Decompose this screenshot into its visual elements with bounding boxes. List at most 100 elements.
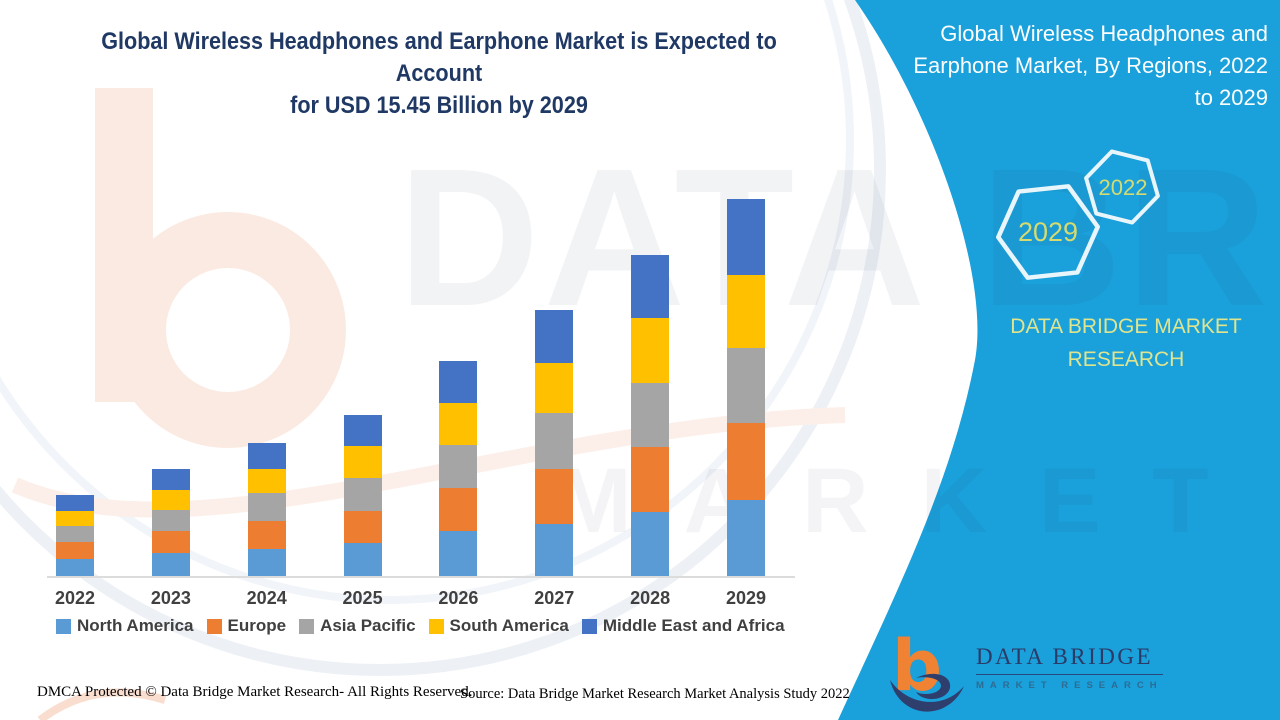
legend-swatch-asia-pacific [299, 618, 315, 634]
x-axis-label-2022: 2022 [54, 588, 96, 608]
segment-south-america-2027 [535, 363, 574, 414]
segment-asia-pacific-2024 [247, 492, 286, 522]
segment-north-america-2029 [726, 500, 765, 576]
segment-middle-east-and-africa-2022 [56, 494, 94, 511]
watermark-b-bowl-icon [110, 212, 346, 448]
segment-north-america-2027 [535, 524, 574, 576]
segment-south-america-2022 [56, 510, 94, 527]
bar-2028 [631, 255, 670, 576]
chart-title: Global Wireless Headphones and Earphone … [60, 26, 818, 122]
side-panel-title: Global Wireless Headphones and Earphone … [838, 18, 1268, 114]
logo-swoosh-icon [890, 680, 964, 712]
segment-south-america-2028 [631, 318, 670, 383]
segment-north-america-2022 [56, 559, 94, 576]
bar-2026 [439, 361, 478, 576]
hexagon-2029-icon [996, 184, 1100, 280]
brand-name-line2: RESEARCH [1067, 348, 1185, 371]
legend-item-asia-pacific: Asia Pacific [299, 616, 416, 636]
segment-europe-2023 [151, 531, 190, 554]
segment-asia-pacific-2023 [151, 510, 190, 532]
x-axis-line [47, 576, 795, 578]
legend-item-middle-east-and-africa: Middle East and Africa [581, 616, 785, 636]
bar-2025 [343, 414, 382, 576]
x-axis-label-2023: 2023 [150, 588, 191, 608]
x-axis-label-2024: 2024 [246, 588, 287, 608]
legend-label-middle-east-and-africa: Middle East and Africa [602, 616, 785, 635]
segment-asia-pacific-2027 [535, 413, 574, 470]
segment-europe-2027 [535, 469, 574, 524]
chart-title-line2: for USD 15.45 Billion by 2029 [290, 92, 588, 119]
watermark-small-arc-icon [37, 688, 167, 720]
legend-swatch-middle-east-and-africa [581, 618, 597, 634]
chart-title-line1: Global Wireless Headphones and Earphone … [101, 28, 777, 87]
legend-item-south-america: South America [428, 616, 569, 636]
segment-europe-2029 [726, 423, 765, 501]
segment-middle-east-and-africa-2029 [726, 199, 765, 275]
segment-middle-east-and-africa-2024 [247, 442, 286, 470]
watermark-arc-icon [0, 0, 886, 676]
legend-label-asia-pacific: Asia Pacific [320, 616, 416, 635]
logo-main-text: DATA BRIDGE [976, 644, 1163, 675]
segment-asia-pacific-2025 [343, 477, 382, 511]
bar-2024 [247, 442, 286, 576]
segment-europe-2026 [439, 488, 478, 532]
legend-swatch-north-america [56, 618, 71, 634]
segment-asia-pacific-2022 [56, 526, 94, 542]
segment-middle-east-and-africa-2025 [343, 414, 382, 446]
segment-middle-east-and-africa-2023 [151, 469, 190, 490]
legend-label-south-america: South America [449, 616, 569, 635]
legend-item-north-america: North America [56, 616, 194, 636]
segment-europe-2022 [56, 541, 94, 560]
legend-swatch-europe [206, 618, 222, 634]
side-panel-title-line1: Global Wireless Headphones and [940, 21, 1268, 46]
bar-2029 [726, 199, 765, 576]
segment-middle-east-and-africa-2026 [439, 361, 478, 403]
legend-swatch-south-america [428, 618, 444, 634]
x-axis-label-2028: 2028 [630, 588, 671, 608]
dmca-note: DMCA Protected © Data Bridge Market Rese… [37, 684, 473, 700]
hexagon-2022-label: 2022 [1099, 175, 1148, 200]
segment-asia-pacific-2026 [439, 444, 478, 489]
watermark-arc2-icon [0, 0, 854, 604]
segment-north-america-2025 [343, 542, 382, 576]
segment-europe-2028 [631, 446, 670, 512]
brand-name-line1: DATA BRIDGE MARKET [1010, 315, 1242, 338]
watermark-data-bridge-text: DATA BRIDGE [398, 128, 1280, 347]
segment-middle-east-and-africa-2027 [535, 309, 574, 364]
x-axis-label-2025: 2025 [342, 588, 383, 608]
hexagon-2029-label: 2029 [1018, 217, 1078, 247]
watermark-market-research-text: MARKET RESEARCH [555, 450, 1280, 552]
bar-2023 [151, 469, 190, 576]
logo-d-icon [916, 673, 951, 700]
segment-north-america-2026 [439, 531, 478, 576]
side-panel-title-line2: Earphone Market, By Regions, 2022 [913, 53, 1268, 78]
legend-item-europe: Europe [206, 616, 287, 636]
segment-south-america-2026 [439, 402, 478, 445]
segment-north-america-2028 [631, 511, 670, 576]
segment-north-america-2024 [247, 549, 286, 576]
segment-asia-pacific-2029 [726, 347, 765, 424]
segment-south-america-2024 [247, 469, 286, 493]
segment-north-america-2023 [151, 553, 190, 576]
brand-name-text: DATA BRIDGE MARKET RESEARCH [985, 310, 1267, 376]
x-axis-label-2026: 2026 [438, 588, 479, 608]
data-bridge-logo: b DATA BRIDGE MARKET RESEARCH [886, 630, 1163, 712]
legend-label-north-america: North America [77, 616, 194, 635]
segment-asia-pacific-2028 [631, 382, 670, 447]
legend-label-europe: Europe [227, 616, 287, 635]
side-panel-shape [838, 0, 1280, 720]
segment-europe-2024 [247, 521, 286, 550]
segment-europe-2025 [343, 510, 382, 543]
x-axis-label-2027: 2027 [534, 588, 575, 608]
side-panel-title-line3: to 2029 [1194, 85, 1268, 110]
segment-middle-east-and-africa-2028 [631, 255, 670, 319]
segment-south-america-2023 [151, 489, 190, 511]
logo-text-block: DATA BRIDGE MARKET RESEARCH [976, 644, 1163, 691]
source-note: Source: Data Bridge Market Research Mark… [460, 686, 850, 702]
segment-south-america-2025 [343, 445, 382, 478]
bar-2027 [535, 309, 574, 576]
data-bridge-logo-icon: b [890, 630, 964, 712]
year-hexagons: 2029 2022 [996, 149, 1160, 280]
